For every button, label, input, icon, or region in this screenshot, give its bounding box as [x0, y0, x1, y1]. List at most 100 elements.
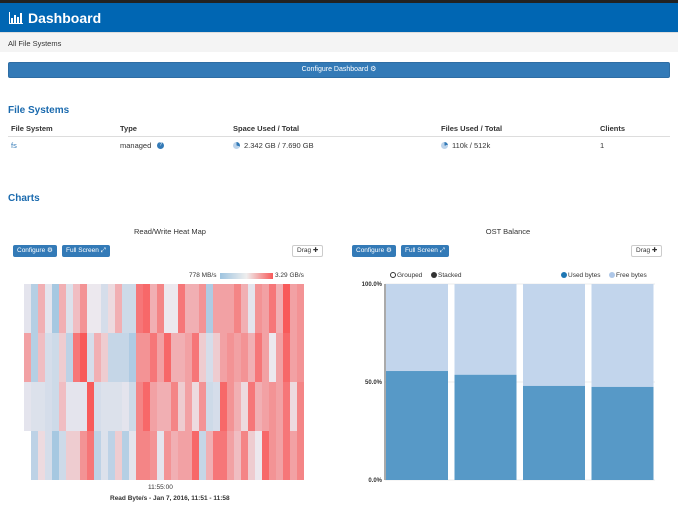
heatmap-cell[interactable]: [38, 284, 46, 333]
heatmap-cell[interactable]: [59, 333, 67, 382]
heatmap-cell[interactable]: [269, 333, 277, 382]
heatmap-cell[interactable]: [66, 431, 74, 480]
heatmap-cell[interactable]: [73, 284, 81, 333]
heatmap-cell[interactable]: [80, 284, 88, 333]
heatmap-cell[interactable]: [143, 284, 151, 333]
heatmap-cell[interactable]: [24, 333, 32, 382]
heatmap-cell[interactable]: [185, 431, 193, 480]
heatmap-cell[interactable]: [31, 333, 39, 382]
heatmap-cell[interactable]: [171, 333, 179, 382]
heatmap-cell[interactable]: [66, 333, 74, 382]
heatmap-cell[interactable]: [136, 382, 144, 431]
heatmap-cell[interactable]: [157, 382, 165, 431]
heatmap-cell[interactable]: [248, 431, 256, 480]
heatmap-cell[interactable]: [192, 333, 200, 382]
heatmap-cell[interactable]: [24, 284, 32, 333]
heatmap-cell[interactable]: [94, 382, 102, 431]
heatmap-cell[interactable]: [150, 382, 158, 431]
heatmap-cell[interactable]: [262, 431, 270, 480]
configure-dashboard-button[interactable]: Configure Dashboard ⚙: [8, 62, 670, 78]
heatmap-cell[interactable]: [206, 382, 214, 431]
heatmap-cell[interactable]: [178, 333, 186, 382]
heatmap-cell[interactable]: [52, 333, 60, 382]
heatmap-cell[interactable]: [297, 284, 304, 333]
heatmap-cell[interactable]: [297, 333, 304, 382]
heatmap-cell[interactable]: [80, 431, 88, 480]
heatmap-cell[interactable]: [283, 284, 291, 333]
grouped-radio[interactable]: Grouped: [390, 272, 422, 279]
heatmap-cell[interactable]: [185, 284, 193, 333]
heatmap-cell[interactable]: [283, 382, 291, 431]
heatmap-cell[interactable]: [241, 382, 249, 431]
heatmap-cell[interactable]: [213, 382, 221, 431]
heatmap-cell[interactable]: [66, 284, 74, 333]
heatmap-cell[interactable]: [73, 431, 81, 480]
heatmap-cell[interactable]: [297, 382, 304, 431]
heatmap-cell[interactable]: [150, 284, 158, 333]
fs-link[interactable]: fs: [11, 141, 17, 150]
heatmap-cell[interactable]: [234, 431, 242, 480]
breadcrumb[interactable]: All File Systems: [0, 32, 678, 52]
ost-fullscreen-button[interactable]: Full Screen ⤢: [401, 245, 449, 257]
heatmap-cell[interactable]: [59, 382, 67, 431]
heatmap-cell[interactable]: [283, 431, 291, 480]
heatmap-cell[interactable]: [171, 284, 179, 333]
heatmap-cell[interactable]: [220, 284, 228, 333]
heatmap-cell[interactable]: [269, 431, 277, 480]
heatmap-cell[interactable]: [290, 333, 298, 382]
heatmap-cell[interactable]: [234, 333, 242, 382]
heatmap-cell[interactable]: [59, 284, 67, 333]
heatmap-drag-handle[interactable]: Drag ✚: [292, 245, 324, 257]
heatmap-cell[interactable]: [206, 284, 214, 333]
heatmap-cell[interactable]: [178, 284, 186, 333]
heatmap-cell[interactable]: [297, 431, 304, 480]
heatmap-cell[interactable]: [31, 382, 39, 431]
heatmap-cell[interactable]: [262, 284, 270, 333]
heatmap-cell[interactable]: [262, 333, 270, 382]
heatmap-cell[interactable]: [248, 284, 256, 333]
heatmap-cell[interactable]: [143, 382, 151, 431]
heatmap-cell[interactable]: [129, 284, 137, 333]
heatmap-cell[interactable]: [234, 382, 242, 431]
bar-used-bytes[interactable]: [523, 385, 585, 480]
help-icon[interactable]: ?: [157, 142, 165, 149]
heatmap-cell[interactable]: [227, 431, 235, 480]
heatmap-cell[interactable]: [206, 333, 214, 382]
heatmap-cell[interactable]: [220, 382, 228, 431]
heatmap-cell[interactable]: [241, 431, 249, 480]
heatmap-cell[interactable]: [122, 382, 130, 431]
heatmap-configure-button[interactable]: Configure ⚙: [13, 245, 57, 257]
heatmap-cell[interactable]: [241, 333, 249, 382]
heatmap-cell[interactable]: [255, 382, 263, 431]
heatmap-cell[interactable]: [122, 431, 130, 480]
heatmap-cell[interactable]: [248, 382, 256, 431]
heatmap-cell[interactable]: [129, 431, 137, 480]
heatmap-cell[interactable]: [206, 431, 214, 480]
heatmap-cell[interactable]: [52, 431, 60, 480]
heatmap-cell[interactable]: [276, 284, 284, 333]
heatmap-cell[interactable]: [283, 333, 291, 382]
heatmap-cell[interactable]: [290, 382, 298, 431]
heatmap-cell[interactable]: [248, 333, 256, 382]
bar-free-bytes[interactable]: [591, 284, 654, 387]
heatmap-cell[interactable]: [192, 284, 200, 333]
heatmap-cell[interactable]: [213, 333, 221, 382]
heatmap-cell[interactable]: [136, 333, 144, 382]
heatmap-cell[interactable]: [80, 333, 88, 382]
heatmap-cell[interactable]: [164, 333, 172, 382]
heatmap-cell[interactable]: [276, 333, 284, 382]
heatmap-cell[interactable]: [38, 333, 46, 382]
heatmap-cell[interactable]: [136, 431, 144, 480]
heatmap-cell[interactable]: [94, 333, 102, 382]
heatmap-cell[interactable]: [227, 333, 235, 382]
heatmap-cell[interactable]: [24, 382, 32, 431]
heatmap-fullscreen-button[interactable]: Full Screen ⤢: [62, 245, 110, 257]
heatmap-cell[interactable]: [31, 431, 39, 480]
heatmap-cell[interactable]: [164, 431, 172, 480]
heatmap-cell[interactable]: [38, 382, 46, 431]
heatmap-cell[interactable]: [276, 382, 284, 431]
heatmap-cell[interactable]: [171, 431, 179, 480]
bar-free-bytes[interactable]: [454, 284, 517, 375]
bar-used-bytes[interactable]: [386, 371, 448, 480]
heatmap-cell[interactable]: [129, 333, 137, 382]
